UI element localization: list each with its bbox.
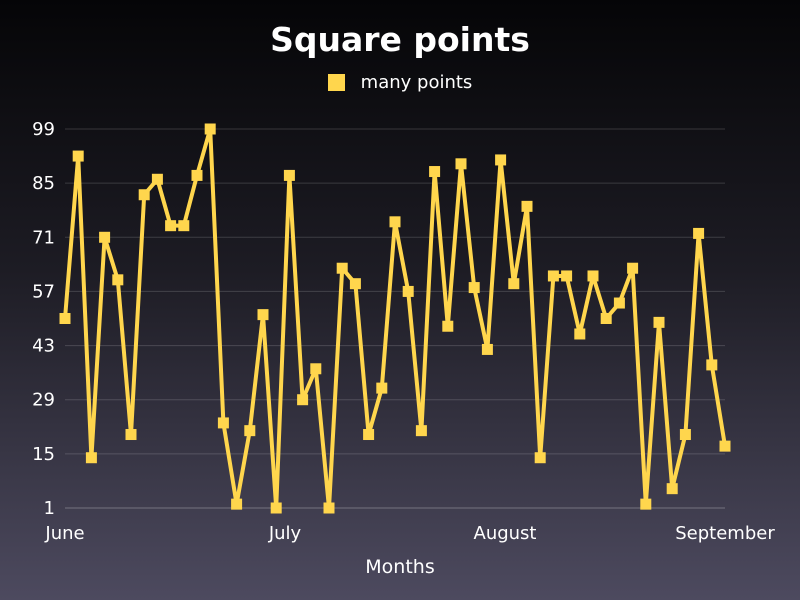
data-point	[468, 282, 480, 294]
data-point	[600, 313, 612, 324]
data-point	[666, 483, 678, 495]
data-point	[521, 200, 533, 212]
data-point	[653, 316, 665, 328]
data-point	[310, 363, 322, 375]
data-point	[138, 189, 150, 201]
data-point	[693, 227, 705, 239]
y-tick-label: 99	[32, 119, 55, 140]
data-point	[151, 173, 163, 185]
data-point	[679, 429, 691, 441]
data-point	[323, 502, 335, 514]
data-point	[204, 123, 216, 135]
data-point	[59, 313, 71, 324]
data-point	[706, 359, 718, 371]
y-tick-label: 85	[32, 173, 55, 194]
data-point	[125, 429, 137, 441]
chart-title: Square points	[270, 20, 530, 59]
data-point	[85, 452, 97, 464]
data-point	[402, 285, 414, 297]
data-point	[283, 169, 295, 181]
data-point	[336, 262, 348, 274]
y-tick-label: 15	[32, 444, 55, 465]
data-point	[613, 297, 625, 309]
y-tick-label: 43	[32, 336, 55, 357]
data-point	[99, 231, 111, 243]
data-point	[178, 220, 190, 232]
data-point	[534, 452, 546, 464]
y-tick-label: 71	[32, 227, 55, 248]
data-point	[640, 498, 652, 510]
data-point	[495, 154, 507, 166]
legend: many points	[0, 72, 800, 93]
data-point	[231, 498, 243, 510]
x-tick-label: July	[268, 523, 302, 544]
data-point	[415, 425, 427, 437]
x-axis-title: Months	[365, 556, 435, 578]
data-point	[363, 429, 375, 441]
data-point	[574, 328, 586, 340]
y-tick-label: 1	[44, 498, 55, 519]
data-point	[257, 309, 269, 321]
data-point	[429, 166, 441, 178]
data-point	[376, 382, 388, 394]
data-point	[191, 169, 203, 181]
y-tick-label: 57	[32, 281, 55, 302]
data-point	[270, 502, 282, 514]
series-line	[63, 127, 727, 510]
data-point	[481, 343, 493, 355]
data-point	[217, 417, 229, 429]
data-point	[112, 274, 124, 286]
data-point	[547, 270, 559, 282]
y-tick-label: 29	[32, 390, 55, 411]
data-point	[389, 216, 401, 228]
data-point	[165, 220, 177, 232]
data-point	[561, 270, 573, 282]
legend-label: many points	[360, 72, 473, 93]
data-point	[72, 150, 84, 162]
data-point	[719, 440, 731, 452]
x-tick-label: June	[44, 523, 84, 544]
data-point	[349, 278, 361, 290]
data-point	[297, 394, 309, 406]
x-tick-label: August	[474, 523, 537, 544]
data-point	[455, 158, 467, 170]
x-tick-label: September	[675, 523, 775, 544]
data-point	[508, 278, 520, 290]
data-point	[627, 262, 639, 274]
data-point	[442, 320, 454, 332]
legend-swatch	[327, 74, 345, 91]
data-point	[244, 425, 256, 437]
data-point	[587, 270, 599, 282]
